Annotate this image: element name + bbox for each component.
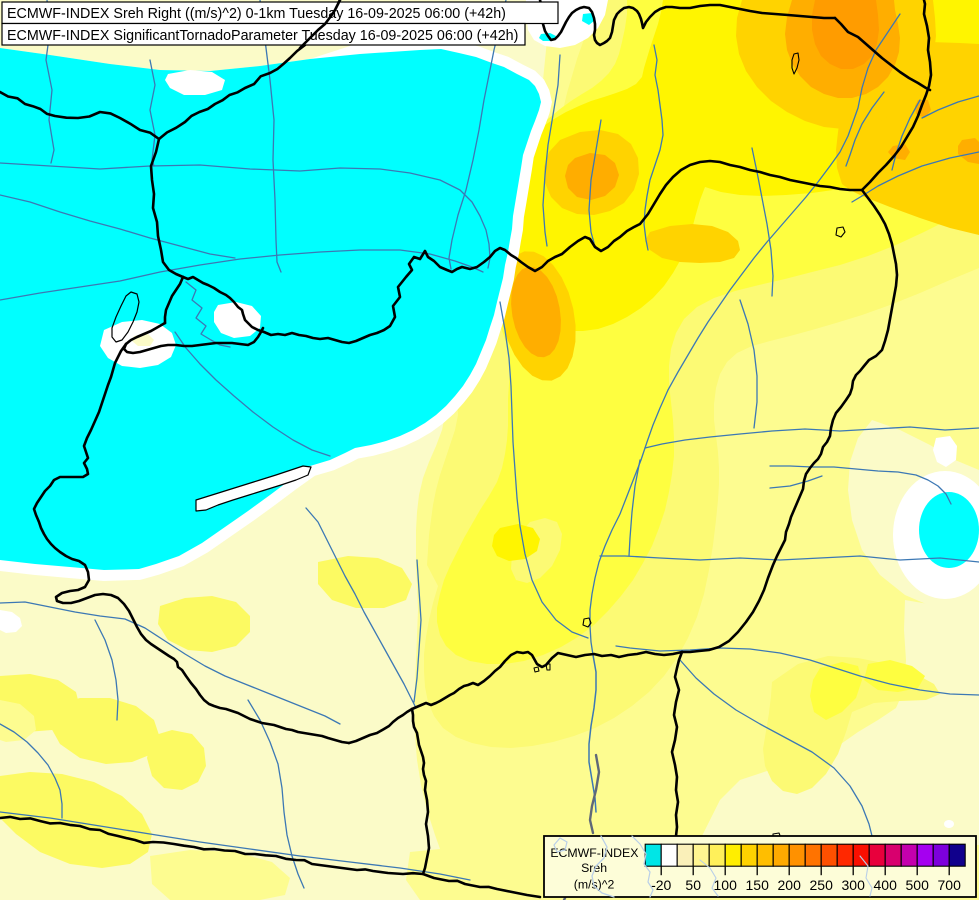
svg-text:400: 400: [874, 877, 898, 893]
svg-text:-20: -20: [651, 877, 671, 893]
svg-text:ECMWF-INDEX SignificantTornado: ECMWF-INDEX SignificantTornadoParameter …: [7, 28, 518, 44]
svg-text:700: 700: [938, 877, 962, 893]
svg-text:Sreh: Sreh: [581, 861, 607, 875]
svg-text:250: 250: [810, 877, 834, 893]
svg-text:50: 50: [685, 877, 701, 893]
svg-text:ECMWF-INDEX Sreh Right ((m/s)^: ECMWF-INDEX Sreh Right ((m/s)^2) 0-1km T…: [7, 6, 506, 22]
svg-text:ECMWF-INDEX: ECMWF-INDEX: [550, 846, 638, 860]
svg-text:500: 500: [906, 877, 930, 893]
svg-text:300: 300: [842, 877, 866, 893]
svg-text:200: 200: [778, 877, 802, 893]
svg-text:150: 150: [746, 877, 770, 893]
svg-text:100: 100: [714, 877, 738, 893]
